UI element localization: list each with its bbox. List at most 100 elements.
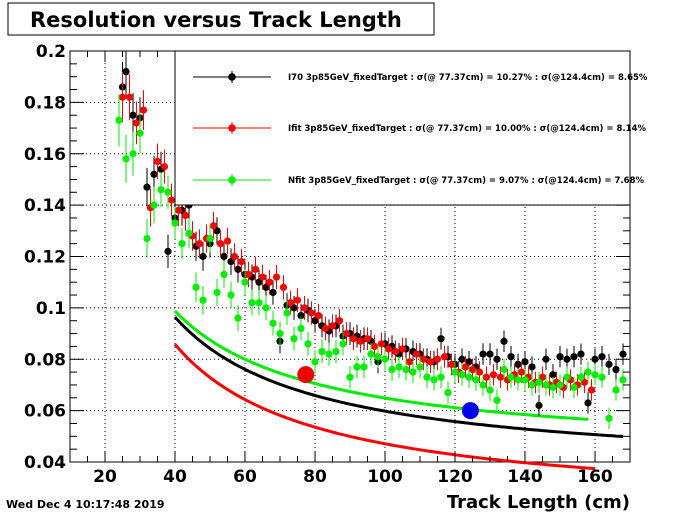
data-point [542,381,550,389]
data-point [342,329,351,338]
legend-label: I70 3p85GeV_fixedTarget : σ(@ 77.37cm) =… [288,73,648,83]
x-tick-label: 100 [367,467,403,487]
data-point [468,365,477,374]
data-point [353,363,361,371]
data-point [377,340,386,348]
data-point [584,368,592,376]
data-point [598,373,606,381]
data-point [591,355,599,363]
x-tick-label: 140 [507,467,543,487]
data-point [136,129,144,137]
highlight-marker [297,366,315,384]
data-point [118,93,127,101]
data-point [549,371,557,379]
data-point [164,188,172,196]
data-point [150,170,158,178]
data-point [297,311,305,320]
data-point [346,373,354,381]
data-point [577,373,585,381]
data-point [300,304,309,312]
data-point [619,350,627,358]
data-point [213,288,221,297]
data-point [143,183,151,191]
y-tick-label: 0.06 [24,402,66,422]
data-point [230,252,239,261]
fit-curve [173,309,589,421]
chart-title: Resolution versus Track Length [30,8,402,32]
x-tick-label: 160 [577,467,613,487]
data-point [251,265,260,273]
data-point [325,350,333,358]
data-point [535,401,543,410]
data-point [472,376,480,384]
data-point [521,376,529,384]
y-tick-label: 0.04 [24,453,66,473]
data-point [598,353,606,361]
data-point [216,240,225,248]
highlight-markers [297,366,479,420]
data-point [258,273,267,281]
data-point [486,386,494,394]
data-point [556,381,564,389]
data-point [234,265,242,273]
data-point [500,337,508,345]
fit-curves [173,309,624,471]
fit-curve [173,343,596,471]
y-tick-label: 0.14 [24,196,66,216]
data-point [563,355,571,363]
data-point [199,252,207,261]
data-point [227,258,235,266]
data-point [279,283,288,291]
data-point [612,386,620,394]
data-point [433,355,442,363]
data-point [363,335,372,343]
data-point [234,314,242,322]
data-point [528,381,536,389]
data-point [318,347,326,356]
data-point [356,337,365,345]
data-point [619,376,627,384]
data-point [262,304,270,312]
data-point [416,363,424,371]
y-tick-label: 0.08 [24,350,66,370]
data-point [587,386,596,394]
data-point [349,335,358,343]
x-tick-label: 120 [437,467,473,487]
data-point [157,186,165,194]
data-point [290,335,298,343]
data-point [507,373,515,381]
legend-swatch-marker [228,176,236,184]
data-point [181,211,190,219]
data-point [167,196,176,204]
y-tick-label: 0.16 [24,145,66,165]
data-point [475,368,484,376]
data-point [461,363,470,371]
data-point [570,383,578,392]
data-point [192,283,200,291]
data-point [164,247,172,255]
data-point [535,378,543,386]
data-point [129,150,137,158]
data-point [489,371,498,379]
y-tick-label: 0.2 [36,42,66,62]
title-box [7,2,435,36]
data-point [580,378,589,386]
data-point [556,353,564,361]
data-point [220,270,228,279]
data-point [437,335,445,343]
data-point [290,304,298,312]
data-point [528,363,536,371]
data-point [458,355,466,363]
data-point [612,365,620,374]
data-point [423,373,431,381]
data-point [328,322,337,330]
data-point [591,371,599,379]
data-point [381,355,389,363]
data-point [272,273,281,281]
legend-swatch-marker [228,124,236,132]
data-point [402,365,410,374]
data-point [223,237,232,245]
data-point [398,345,407,353]
data-point [335,317,344,325]
data-point [482,373,491,381]
